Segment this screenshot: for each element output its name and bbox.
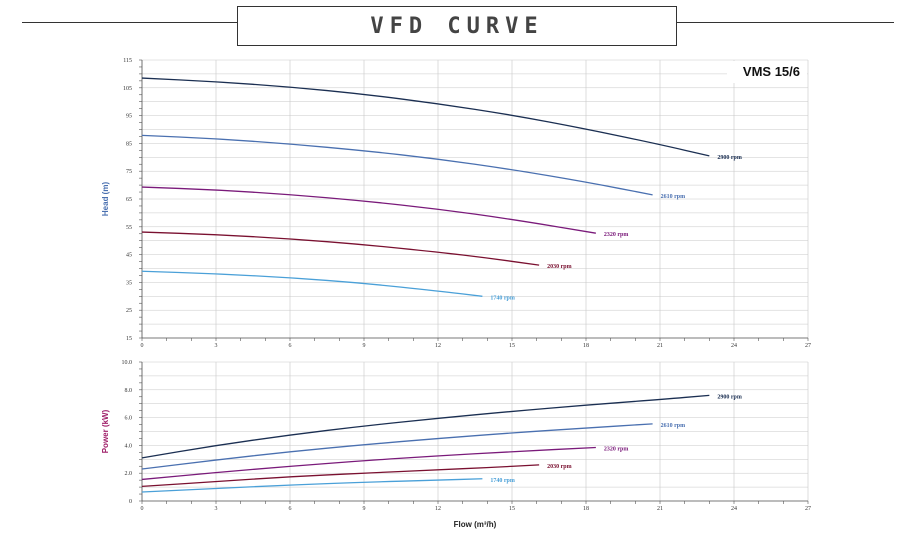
y-tick-label: 105 <box>123 86 132 92</box>
series-line-1740-rpm <box>141 270 483 297</box>
x-tick-label: 9 <box>363 343 366 349</box>
title-rule-right <box>677 22 894 23</box>
series-label: 2320 rpm <box>604 446 629 452</box>
page-title: VFD CURVE <box>370 13 544 39</box>
title-rule-left <box>22 22 237 23</box>
x-tick-label: 18 <box>583 506 589 512</box>
title-box: VFD CURVE <box>237 6 677 46</box>
series-label: 2320 rpm <box>604 232 629 238</box>
y-tick-label: 45 <box>126 253 132 259</box>
series-line-2030-rpm <box>141 464 540 488</box>
model-label: VMS 15/6 <box>743 64 800 79</box>
y-tick-label: 75 <box>126 169 132 175</box>
x-tick-label: 24 <box>731 506 737 512</box>
series-line-2030-rpm <box>141 231 540 266</box>
y-tick-label: 2.0 <box>125 471 133 477</box>
y-tick-label: 8.0 <box>125 388 133 394</box>
head-chart: 0 3 6 9 12 15 18 21 24 27 15 25 35 45 55 65 75 85 95 105 115… <box>101 58 811 349</box>
x-axis-title: Flow (m³/h) <box>454 520 497 529</box>
x-tick-label: 6 <box>289 506 292 512</box>
y-axis-title: Head (m) <box>101 182 110 217</box>
x-tick-label: 0 <box>141 343 144 349</box>
x-tick-label: 3 <box>215 506 218 512</box>
series-label: 1740 rpm <box>490 478 515 484</box>
y-tick-label: 65 <box>126 197 132 203</box>
series-line-2900-rpm <box>141 77 710 157</box>
x-tick-label: 24 <box>731 343 737 349</box>
y-tick-label: 6.0 <box>125 416 133 422</box>
series-label: 1740 rpm <box>490 295 515 301</box>
power-chart: 0 3 6 9 12 15 18 21 24 27 0 2.0 4.0 6.0 8.0 10.0 2900 rp… <box>101 360 811 529</box>
y-tick-label: 15 <box>126 336 132 342</box>
x-tick-label: 9 <box>363 506 366 512</box>
y-tick-label: 0 <box>129 499 132 505</box>
y-tick-label: 25 <box>126 308 132 314</box>
series-line-2320-rpm <box>141 446 596 481</box>
y-tick-label: 55 <box>126 225 132 231</box>
x-tick-label: 0 <box>141 506 144 512</box>
x-tick-label: 27 <box>805 506 811 512</box>
series-line-2610-rpm <box>141 423 653 470</box>
model-label-bg <box>727 61 807 83</box>
x-tick-label: 6 <box>289 343 292 349</box>
series-line-2320-rpm <box>141 186 596 234</box>
series-label: 2030 rpm <box>547 464 572 470</box>
x-tick-label: 12 <box>435 343 441 349</box>
x-tick-label: 12 <box>435 506 441 512</box>
series-label: 2610 rpm <box>661 423 686 429</box>
x-tick-label: 27 <box>805 343 811 349</box>
y-tick-label: 4.0 <box>125 443 133 449</box>
series-line-1740-rpm <box>141 478 483 493</box>
series-label: 2900 rpm <box>717 155 742 161</box>
series-line-2900-rpm <box>141 394 710 459</box>
x-tick-label: 21 <box>657 343 663 349</box>
y-tick-label: 115 <box>123 58 132 64</box>
x-tick-label: 15 <box>509 506 515 512</box>
y-axis-title: Power (kW) <box>101 409 110 453</box>
x-tick-label: 3 <box>215 343 218 349</box>
series-line-2610-rpm <box>141 134 653 196</box>
y-tick-label: 10.0 <box>122 360 133 366</box>
series-label: 2610 rpm <box>661 194 686 200</box>
x-tick-label: 18 <box>583 343 589 349</box>
x-tick-label: 21 <box>657 506 663 512</box>
y-tick-label: 85 <box>126 141 132 147</box>
y-tick-label: 95 <box>126 114 132 120</box>
series-label: 2030 rpm <box>547 264 572 270</box>
x-tick-label: 15 <box>509 343 515 349</box>
y-tick-label: 35 <box>126 280 132 286</box>
series-label: 2900 rpm <box>717 394 742 400</box>
